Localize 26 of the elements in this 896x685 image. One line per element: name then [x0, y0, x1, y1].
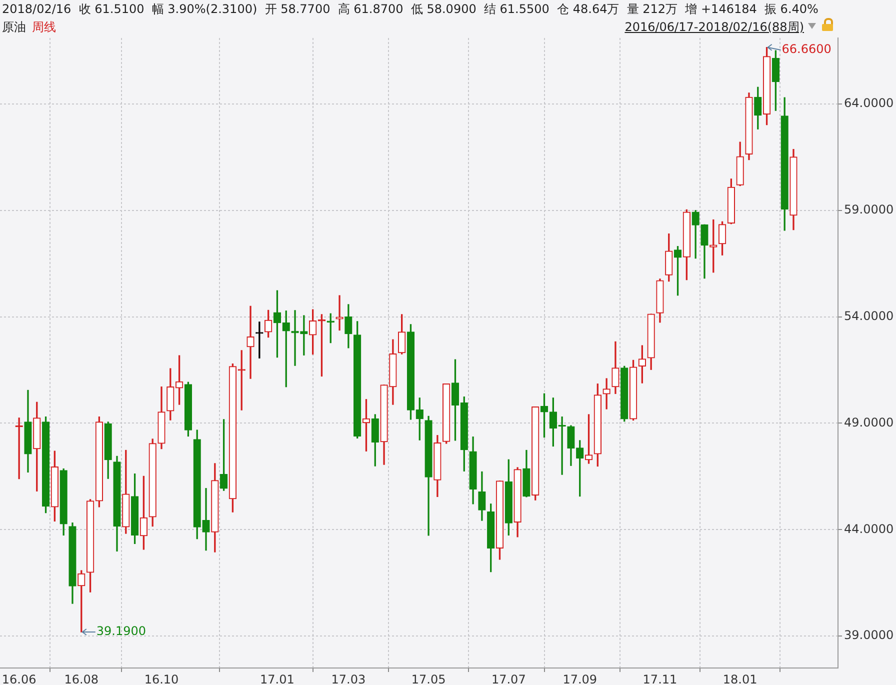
y-tick-label: 64.0000: [844, 96, 894, 110]
x-tick-label: 17.07: [491, 672, 526, 685]
x-tick-label: 17.09: [562, 672, 598, 685]
candlestick: [246, 306, 254, 379]
chart-title: 2018/02/16 收 61.5100 幅 3.90%(2.3100) 开 58.7700 高 61.8700 低 58.0900 结 61.5500 仓 48.64万 量 212万 增 +146184 振 6.40%: [2, 1, 818, 17]
x-tick-label: 17.01: [260, 672, 294, 685]
x-tick-label: 18.01: [722, 672, 758, 685]
annotation: 66.6600: [782, 42, 832, 56]
candlestick: [602, 378, 610, 410]
x-tick-label: 16.10: [144, 672, 179, 685]
x-tick-label: 17.11: [642, 672, 678, 685]
annotation: 39.1900: [96, 624, 146, 638]
text: 周线: [32, 20, 56, 34]
x-tick-label: 17.05: [411, 672, 446, 685]
x-tick-label: 17.03: [331, 672, 366, 685]
x-tick-label: 16.08: [64, 672, 99, 685]
y-tick-label: 54.0000: [844, 308, 894, 323]
chart-subtitle: 原油: [2, 20, 26, 34]
x-tick-label: 16.06: [2, 672, 36, 685]
text: 2016/06/17-2018/02/16(88周): [624, 19, 804, 35]
candlestick: [291, 310, 299, 366]
y-tick-label: 44.0000: [844, 522, 894, 536]
y-tick-label: 59.0000: [844, 202, 894, 217]
y-tick-label: 39.0000: [844, 628, 894, 642]
candlestick: [202, 488, 210, 551]
y-tick-label: 49.0000: [844, 415, 894, 430]
